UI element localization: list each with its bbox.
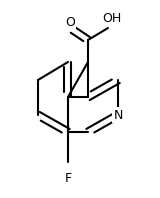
Text: O: O — [65, 15, 75, 29]
Text: N: N — [113, 109, 123, 122]
Text: OH: OH — [102, 11, 122, 25]
Text: F: F — [64, 171, 72, 185]
